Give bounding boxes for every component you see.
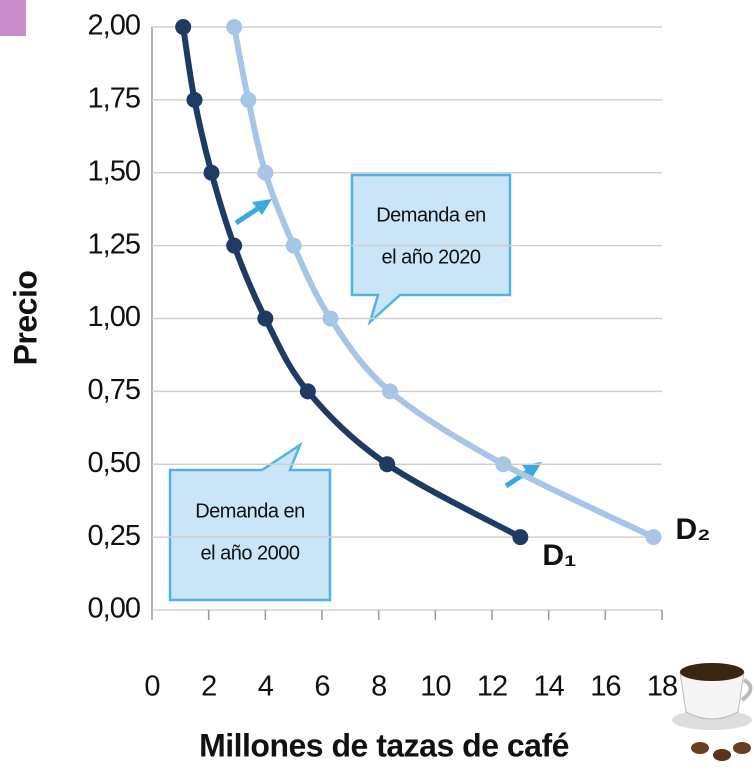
point xyxy=(257,310,274,327)
y-tick-label: 0,25 xyxy=(88,520,140,552)
callout-2020: Demanda en el año 2020 xyxy=(350,173,512,326)
x-tick-label: 8 xyxy=(371,671,386,703)
y-tick-label: 1,00 xyxy=(88,301,140,333)
point xyxy=(645,529,662,546)
annotation-line: Demanda en xyxy=(195,500,305,522)
y-tick-label: 1,75 xyxy=(88,83,140,115)
x-tick-label: 0 xyxy=(144,671,159,703)
x-tick-label: 12 xyxy=(477,671,507,703)
callout-2000: Demanda en el año 2000 xyxy=(168,441,332,602)
point xyxy=(203,164,220,181)
point xyxy=(512,529,529,546)
x-tick-label: 2 xyxy=(201,671,216,703)
point xyxy=(186,91,203,108)
point xyxy=(175,19,192,35)
series-label: D₁ xyxy=(542,539,576,572)
y-tick-label: 1,50 xyxy=(88,155,140,187)
point xyxy=(379,456,396,473)
coffee-cup xyxy=(672,663,753,761)
point xyxy=(226,237,243,254)
x-tick-label: 4 xyxy=(258,671,274,703)
point xyxy=(299,383,316,400)
point xyxy=(240,91,257,108)
y-tick-label: 2,00 xyxy=(88,10,140,42)
y-tick-label: 0,75 xyxy=(88,374,140,406)
x-tick-label: 14 xyxy=(534,671,565,703)
annotation-line: el año 2000 xyxy=(200,542,299,564)
point xyxy=(322,310,339,327)
point xyxy=(495,456,512,473)
y-tick-label: 0,00 xyxy=(88,593,140,625)
x-tick-label: 6 xyxy=(314,671,329,703)
y-tick-label: 0,50 xyxy=(88,447,140,479)
point xyxy=(285,237,302,254)
y-axis-title: Precio xyxy=(7,271,43,366)
annotation-line: Demanda en xyxy=(376,204,486,226)
decor-icon xyxy=(0,0,26,36)
point xyxy=(257,164,274,181)
point xyxy=(226,19,243,35)
x-axis-title: Millones de tazas de café xyxy=(199,727,569,763)
x-tick-label: 10 xyxy=(420,671,450,703)
x-tick-label: 18 xyxy=(647,671,677,703)
series-label: D₂ xyxy=(676,513,711,546)
y-tick-label: 1,25 xyxy=(88,228,140,260)
point xyxy=(382,383,398,400)
annotation-line: el año 2020 xyxy=(381,246,480,268)
shift-arrows xyxy=(234,199,542,489)
x-tick-label: 16 xyxy=(590,671,620,703)
